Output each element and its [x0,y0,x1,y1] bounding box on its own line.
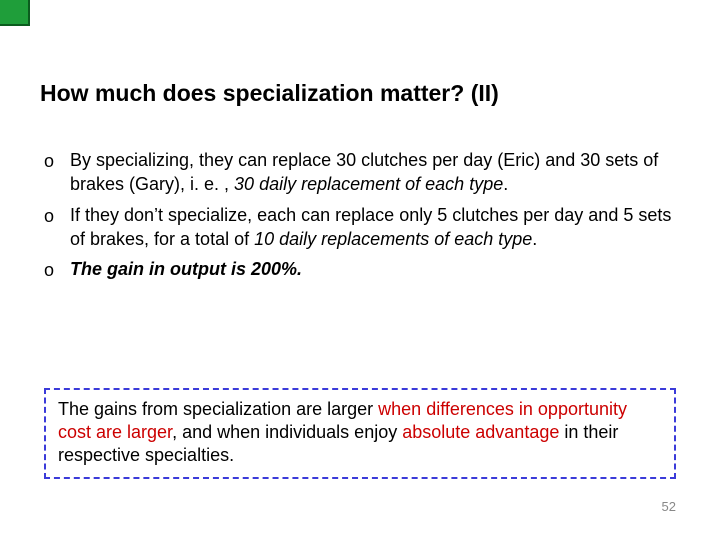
page-number: 52 [662,499,676,514]
note-text-red: absolute advantage [402,422,559,442]
bullet-marker: o [44,149,70,173]
bullet-item: o By specializing, they can replace 30 c… [44,148,680,197]
bullet-item: o If they don’t specialize, each can rep… [44,203,680,252]
note-text: , and when individuals enjoy [172,422,402,442]
slide-title: How much does specialization matter? (II… [40,80,680,107]
bullet-text-italic: 10 daily replacements of each type [254,229,532,249]
bullet-marker: o [44,204,70,228]
bullet-text-post: . [503,174,508,194]
note-text: The gains from specialization are larger [58,399,378,419]
bullet-text-bolditalic: The gain in output is 200%. [70,259,302,279]
bullet-text: The gain in output is 200%. [70,257,680,281]
bullet-list: o By specializing, they can replace 30 c… [44,148,680,288]
corner-accent [0,0,30,26]
bullet-item: o The gain in output is 200%. [44,257,680,282]
bullet-text: By specializing, they can replace 30 clu… [70,148,680,197]
bullet-text-post: . [532,229,537,249]
note-box: The gains from specialization are larger… [44,388,676,479]
bullet-text-italic: 30 daily replacement of each type [234,174,503,194]
bullet-text: If they don’t specialize, each can repla… [70,203,680,252]
bullet-marker: o [44,258,70,282]
